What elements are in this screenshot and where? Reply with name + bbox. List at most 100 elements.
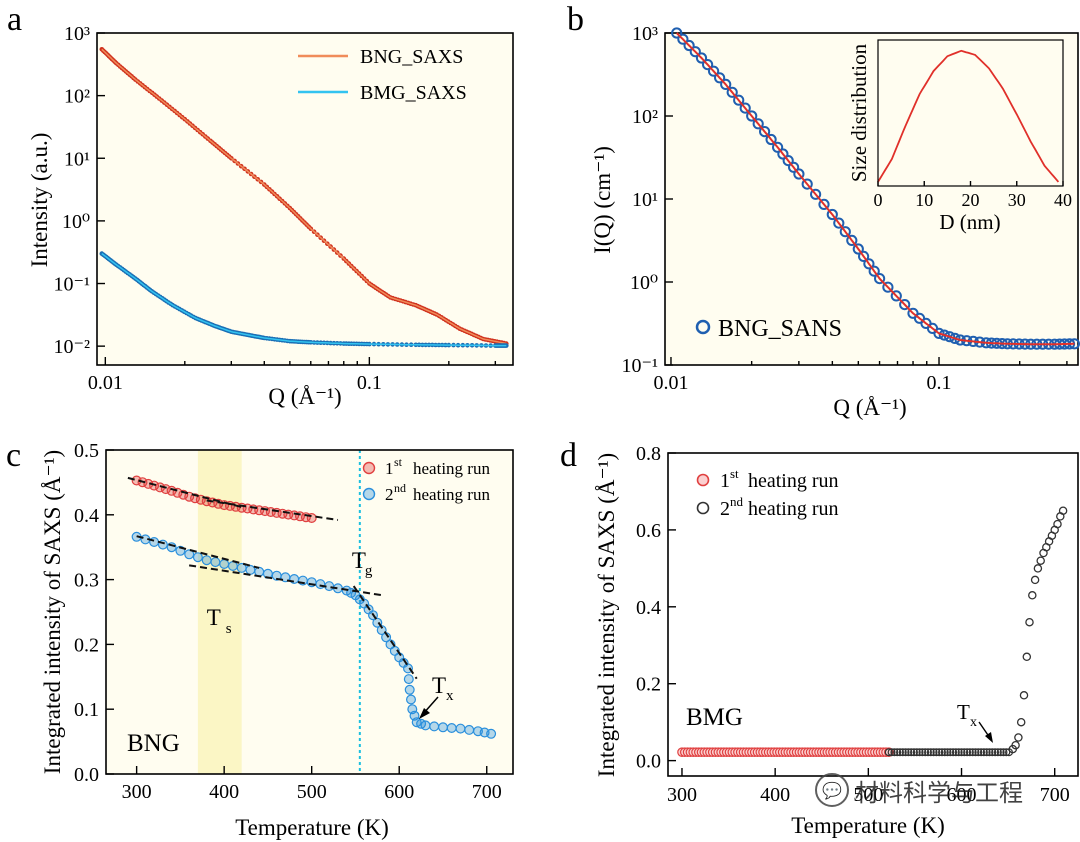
ts-subscript: s: [226, 621, 232, 637]
y-tick-label: 10³: [632, 23, 658, 45]
y-tick-label: 0.0: [74, 764, 99, 786]
data-point: [486, 728, 497, 739]
legend-label-number: 2: [385, 485, 394, 504]
y-tick-label: 0.2: [74, 634, 99, 656]
data-point: [895, 748, 904, 757]
data-point: [420, 720, 431, 731]
inset-x-tick-label: 10: [915, 190, 933, 210]
legend-marker: [362, 461, 376, 475]
x-tick-label: 300: [667, 784, 697, 806]
data-point: [951, 748, 960, 757]
guide-line: [136, 535, 260, 569]
data-point: [899, 299, 911, 311]
data-point: [890, 290, 902, 302]
data-point: [988, 748, 997, 757]
y-tick-label: 10¹: [632, 189, 658, 211]
x-tick-label: 500: [853, 784, 883, 806]
data-point: [901, 748, 910, 757]
inset-x-axis-label: D (nm): [939, 210, 1000, 234]
plot-frame: [667, 452, 1079, 777]
ts-label: T: [207, 605, 221, 630]
legend-label: BMG_SAXS: [360, 82, 467, 104]
inset-x-tick-label: 20: [962, 190, 980, 210]
data-point: [446, 722, 457, 733]
x-axis-label: Temperature (K): [791, 813, 945, 838]
data-point: [907, 748, 916, 757]
plot-frame: [105, 449, 514, 775]
tx-label: T: [432, 673, 446, 698]
inset-y-axis-label: Size distribution: [847, 43, 871, 182]
legend-label-number: 1: [385, 459, 394, 478]
data-point: [884, 748, 893, 757]
data-point: [788, 161, 800, 173]
x-tick-label: 0.01: [88, 372, 123, 394]
data-point: [999, 748, 1008, 757]
data-point: [979, 748, 988, 757]
data-point: [464, 724, 475, 735]
data-point: [949, 332, 961, 344]
y-tick-label: 10⁻¹: [53, 274, 90, 296]
data-point: [1022, 652, 1032, 662]
data-point: [923, 748, 932, 757]
tx-subscript: x: [446, 688, 454, 704]
inset-x-tick-label: 30: [1008, 190, 1026, 210]
panel-label: d: [560, 437, 577, 474]
x-tick-label: 600: [947, 784, 977, 806]
data-point: [890, 748, 899, 757]
data-point: [708, 65, 720, 77]
data-point: [1019, 691, 1029, 700]
sample-label: BNG: [127, 730, 180, 757]
y-tick-label: 0.5: [74, 440, 99, 462]
data-point: [993, 748, 1002, 757]
inset-curve: [877, 49, 1060, 183]
x-tick-label: 300: [122, 781, 152, 803]
x-tick-label: 600: [384, 781, 414, 803]
data-point: [971, 748, 980, 757]
series-2: [884, 506, 1068, 757]
tx-subscript: x: [970, 715, 977, 730]
series-line: [101, 48, 507, 345]
x-tick-label: 0.1: [357, 372, 382, 394]
y-tick-label: 0.2: [636, 674, 661, 696]
data-point: [915, 748, 924, 757]
data-point: [702, 59, 714, 71]
data-point: [909, 748, 918, 757]
data-point: [683, 39, 695, 52]
data-point: [315, 579, 326, 590]
y-tick-label: 0.4: [636, 597, 661, 619]
data-point: [1014, 733, 1023, 742]
data-point: [944, 331, 956, 343]
watermark: 💬 材料科学与工程: [815, 772, 1065, 808]
data-point: [782, 155, 794, 167]
panel-label: c: [6, 437, 21, 474]
data-point: [739, 102, 751, 114]
data-point: [929, 748, 938, 757]
x-tick-label: 700: [1040, 784, 1070, 806]
data-point: [752, 118, 764, 130]
data-point: [689, 46, 701, 58]
x-tick-label: 400: [760, 784, 790, 806]
data-point: [940, 748, 949, 757]
data-point: [991, 748, 1000, 757]
fit-line: [675, 32, 1075, 346]
series-BNG_SANS: [671, 27, 1080, 350]
data-point: [868, 265, 880, 277]
data-point: [974, 748, 983, 757]
data-point: [839, 226, 851, 238]
legend-marker: [362, 487, 376, 501]
data-point: [166, 542, 177, 553]
legend-label-sup: nd: [394, 481, 406, 495]
data-point: [429, 721, 440, 732]
data-point: [777, 148, 789, 160]
plot-frame: [664, 32, 1079, 366]
y-tick-label: 10⁻²: [53, 336, 90, 358]
data-point: [726, 86, 738, 98]
data-point: [933, 327, 945, 339]
data-point: [720, 78, 732, 91]
legend-label-number: 1: [720, 470, 730, 492]
tg-subscript: g: [365, 563, 373, 579]
panel-a: 0.01 0.1 10⁻² 10⁻¹ 10⁰ 10¹ 10² 10³ BNG_SAXS BMG_S…: [7, 1, 514, 409]
